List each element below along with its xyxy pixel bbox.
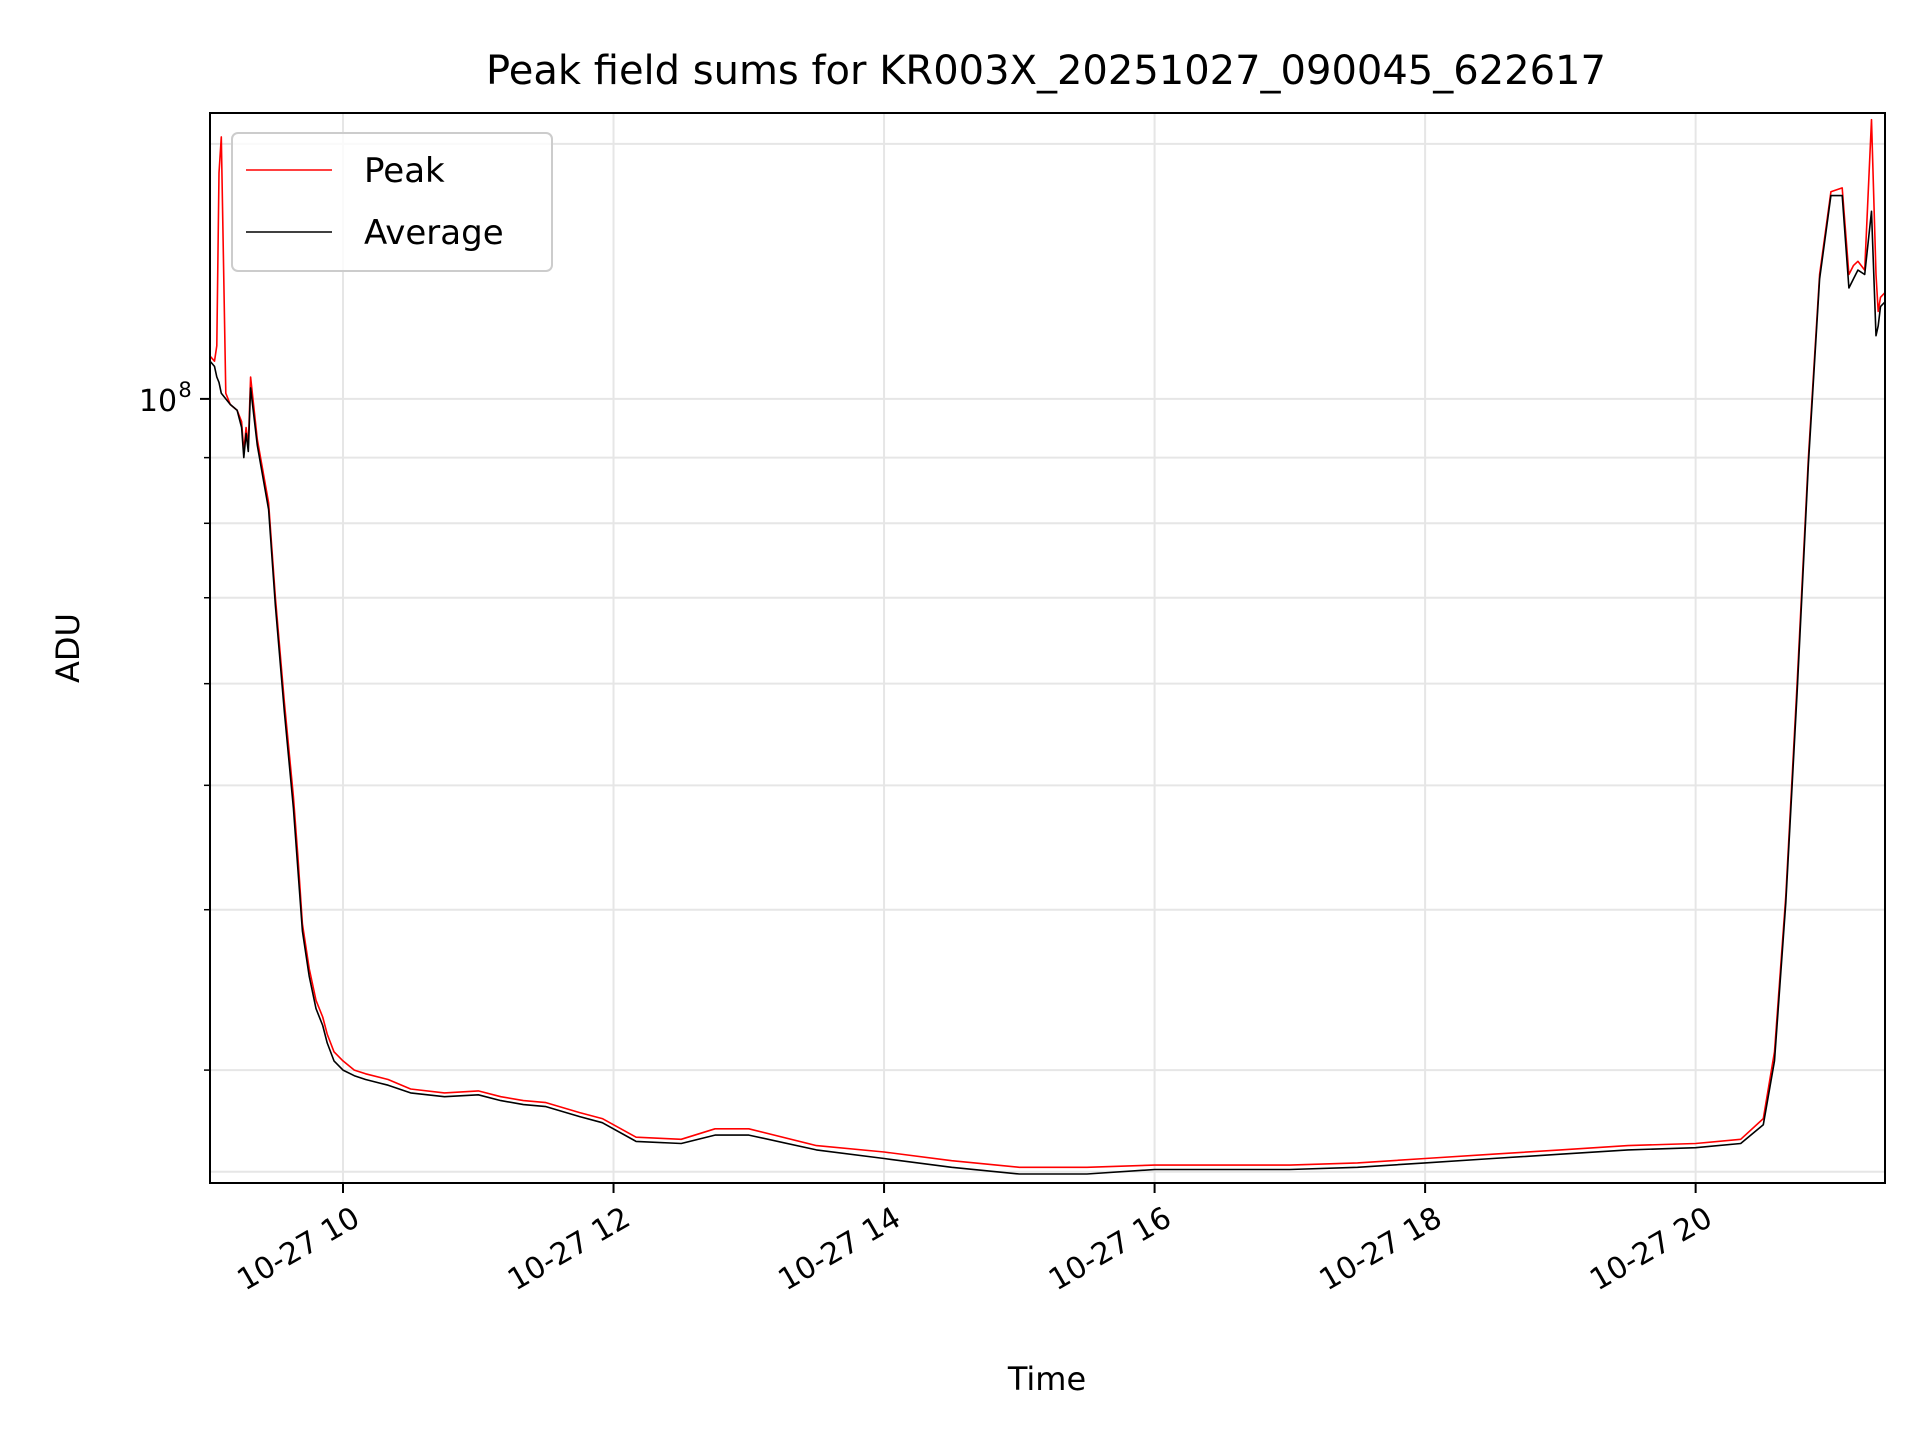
grid: [210, 113, 1885, 1183]
y-axis: 10 8: [139, 378, 210, 1071]
legend: Peak Average: [231, 132, 553, 272]
legend-box: [231, 132, 553, 272]
legend-label-average: Average: [364, 213, 504, 253]
y-axis-label: ADU: [49, 613, 87, 683]
y-tick-label-exponent: 8: [178, 378, 191, 402]
series-line-average: [210, 194, 1885, 1175]
x-axis-label: Time: [1007, 1360, 1086, 1398]
legend-label-peak: Peak: [364, 151, 445, 191]
series-layer: [210, 118, 1885, 1175]
plot-frame: [209, 112, 1886, 1184]
chart-title: Peak field sums for KR003X_20251027_0900…: [486, 48, 1606, 94]
y-tick-label: 10: [139, 384, 177, 419]
